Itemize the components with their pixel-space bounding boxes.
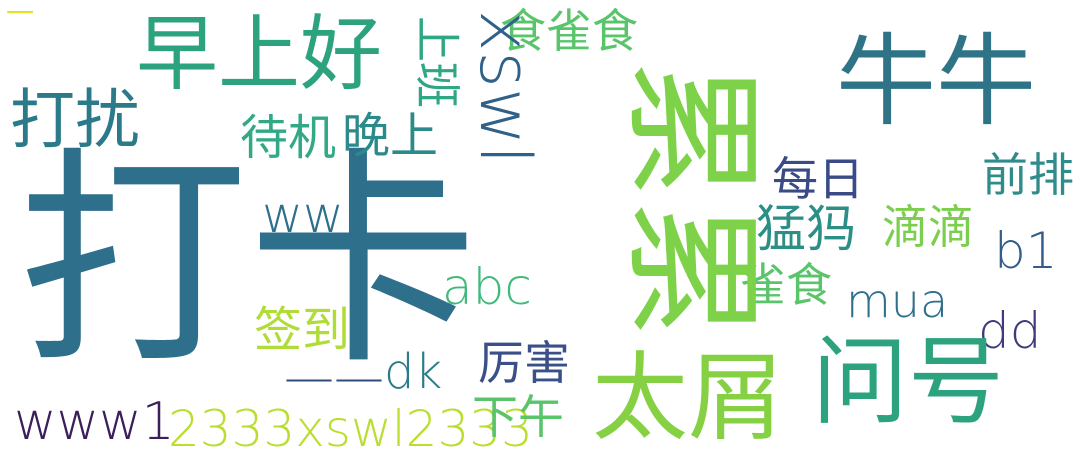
word-www1: www1 [14,392,175,452]
word-xiawu: 下午 [472,390,564,444]
word-ww: ww [262,186,344,244]
word-mua: mua [846,274,949,328]
word-dd: dd [978,302,1042,360]
word-daiji: 待机 [240,110,337,166]
word-mengma: 猛犸 [756,200,856,258]
word-niuniu: 牛牛 [836,23,1036,140]
word-qiandao: 签到 [254,302,351,358]
word-zaoshanghao: 早上好 [136,7,383,102]
word-wanshang: 晚上 [342,108,439,164]
word-shangban: 上班 [410,16,464,108]
word-didi: 滴滴 [882,200,974,254]
word-lihai: 厉害 [478,336,570,390]
word-dk: dk [384,344,443,400]
word-yi: 一 [6,0,35,30]
word-shiqueshi: 食雀食 [500,4,638,58]
word-daka: 打卡 [18,129,479,396]
word-dash: —— [284,348,384,406]
word-2333xswl2333: 2333xswl2333 [168,400,533,458]
word-leilei: 累累 [609,60,772,341]
word-abc: abc [442,258,532,316]
word-wenhao: 问号 [812,326,1004,438]
word-b1: b1 [994,222,1058,280]
word-qianpai: 前排 [982,148,1074,202]
word-meiri: 每日 [772,152,864,206]
word-darao: 打扰 [10,83,141,158]
word-queshi: 雀食 [740,258,832,312]
word-xswl: xswl [464,10,546,165]
word-taixie: 太屑 [592,342,784,454]
